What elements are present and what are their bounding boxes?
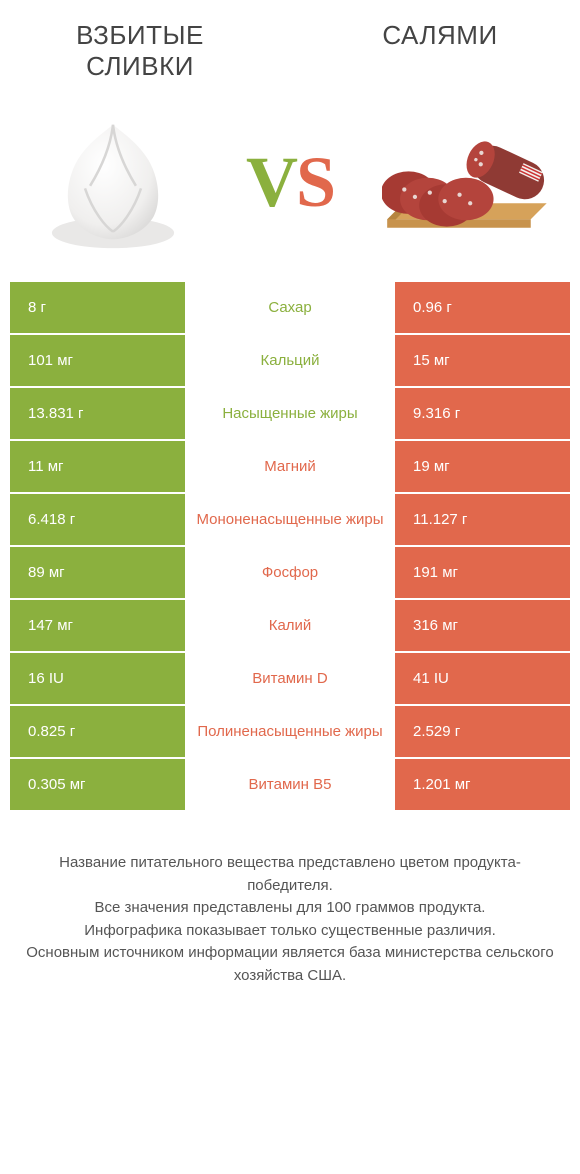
value-right: 41 IU <box>395 653 570 704</box>
header: Взбитые сливки Салями <box>10 20 570 82</box>
table-row: 8 гСахар0.96 г <box>10 282 570 335</box>
table-row: 0.305 мгВитамин B51.201 мг <box>10 759 570 812</box>
title-right: Салями <box>340 20 540 51</box>
value-left: 0.305 мг <box>10 759 185 810</box>
value-left: 8 г <box>10 282 185 333</box>
nutrient-label: Мононенасыщенные жиры <box>185 494 395 545</box>
table-row: 16 IUВитамин D41 IU <box>10 653 570 706</box>
vs-s: S <box>296 142 334 222</box>
value-left: 13.831 г <box>10 388 185 439</box>
title-left: Взбитые сливки <box>40 20 240 82</box>
value-left: 101 мг <box>10 335 185 386</box>
footer-line: Все значения представлены для 100 граммо… <box>25 897 555 920</box>
nutrient-label: Фосфор <box>185 547 395 598</box>
value-right: 15 мг <box>395 335 570 386</box>
value-left: 0.825 г <box>10 706 185 757</box>
value-right: 191 мг <box>395 547 570 598</box>
footer: Название питательного вещества представл… <box>10 812 570 987</box>
salami-icon <box>380 107 555 257</box>
footer-line: Название питательного вещества представл… <box>25 852 555 897</box>
table-row: 11 мгМагний19 мг <box>10 441 570 494</box>
nutrient-label: Полиненасыщенные жиры <box>185 706 395 757</box>
value-left: 6.418 г <box>10 494 185 545</box>
value-right: 2.529 г <box>395 706 570 757</box>
footer-line: Инфографика показывает только существенн… <box>25 920 555 943</box>
table-row: 13.831 гНасыщенные жиры9.316 г <box>10 388 570 441</box>
value-right: 0.96 г <box>395 282 570 333</box>
table-row: 147 мгКалий316 мг <box>10 600 570 653</box>
value-left: 89 мг <box>10 547 185 598</box>
nutrient-label: Кальций <box>185 335 395 386</box>
value-right: 1.201 мг <box>395 759 570 810</box>
nutrient-label: Насыщенные жиры <box>185 388 395 439</box>
table-row: 6.418 гМононенасыщенные жиры11.127 г <box>10 494 570 547</box>
table-row: 89 мгФосфор191 мг <box>10 547 570 600</box>
value-left: 147 мг <box>10 600 185 651</box>
image-row: VS <box>10 82 570 282</box>
table-row: 101 мгКальций15 мг <box>10 335 570 388</box>
value-right: 11.127 г <box>395 494 570 545</box>
value-left: 16 IU <box>10 653 185 704</box>
nutrient-table: 8 гСахар0.96 г101 мгКальций15 мг13.831 г… <box>10 282 570 812</box>
value-right: 316 мг <box>395 600 570 651</box>
table-row: 0.825 гПолиненасыщенные жиры2.529 г <box>10 706 570 759</box>
nutrient-label: Витамин B5 <box>185 759 395 810</box>
vs-v: V <box>246 142 296 222</box>
nutrient-label: Сахар <box>185 282 395 333</box>
value-left: 11 мг <box>10 441 185 492</box>
value-right: 9.316 г <box>395 388 570 439</box>
nutrient-label: Витамин D <box>185 653 395 704</box>
vs-label: VS <box>246 141 334 224</box>
nutrient-label: Калий <box>185 600 395 651</box>
nutrient-label: Магний <box>185 441 395 492</box>
whipped-cream-icon <box>25 107 200 257</box>
value-right: 19 мг <box>395 441 570 492</box>
footer-line: Основным источником информации является … <box>25 942 555 987</box>
